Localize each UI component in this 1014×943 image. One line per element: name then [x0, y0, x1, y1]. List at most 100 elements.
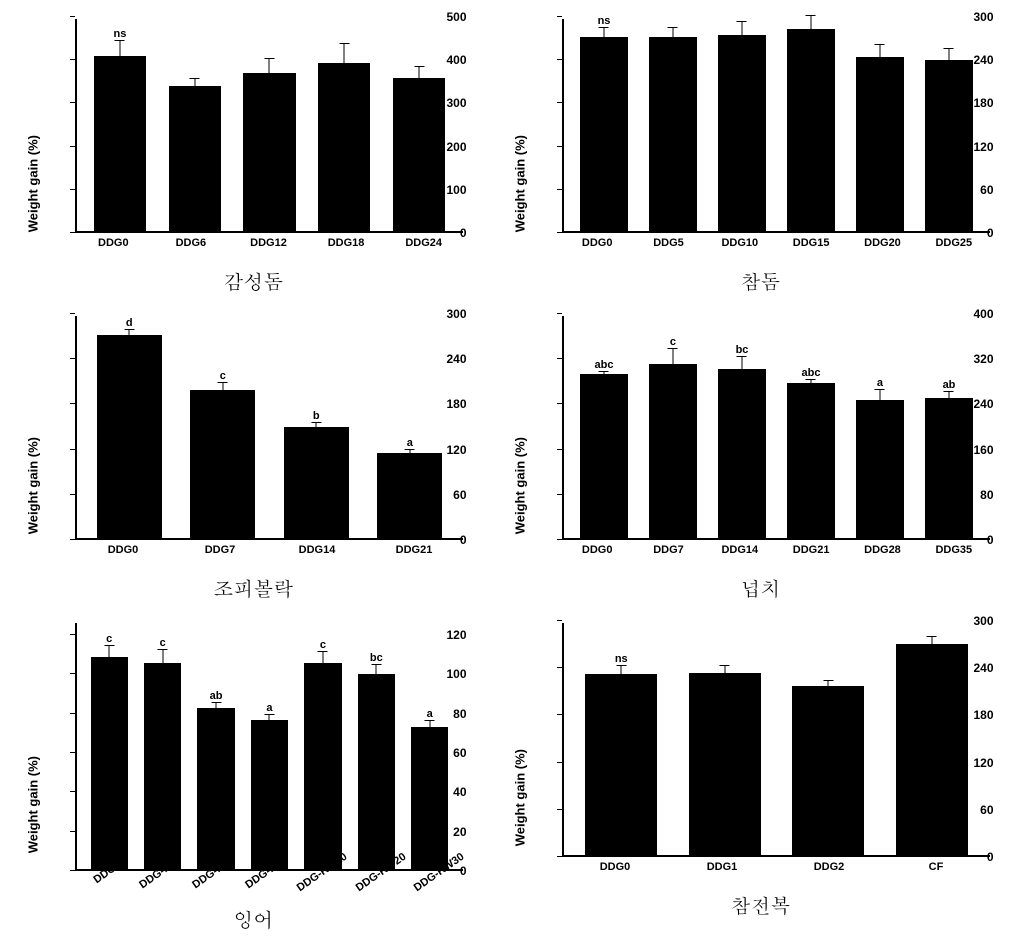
- error-bar: [603, 27, 604, 37]
- error-bar: [741, 356, 742, 368]
- bar: [243, 73, 295, 231]
- x-ticks: DDG0DDG7DDG14DDG21DDG28DDG35: [562, 540, 990, 566]
- x-tick-label: DDG28: [847, 540, 918, 566]
- significance-label: a: [266, 702, 272, 714]
- plot-area: abccbcabcaab: [562, 316, 990, 540]
- error-bar: [810, 15, 811, 29]
- significance-label: c: [670, 336, 676, 348]
- bar-group: [639, 19, 708, 231]
- chart-canvas: Weight gain (%)060120180240300dcbaDDG0DD…: [34, 307, 474, 567]
- error-bar: [316, 422, 317, 427]
- charts-grid: Weight gain (%)0100200300400500nsDDG0DDG…: [10, 10, 1004, 933]
- x-tick-label: DDG0: [562, 857, 669, 883]
- bar: [896, 644, 968, 855]
- x-tick-label: DDG0: [562, 233, 633, 259]
- bar-group: [846, 19, 915, 231]
- chart-red-seabream: Weight gain (%)060120180240300nsDDG0DDG5…: [517, 10, 1004, 295]
- bar: d: [97, 335, 162, 538]
- bar: ns: [580, 37, 628, 231]
- error-bar: [409, 449, 410, 453]
- y-axis-label: Weight gain (%): [25, 135, 40, 232]
- bar: ns: [94, 56, 146, 231]
- bar-group: ab: [189, 623, 242, 869]
- error-bar: [162, 649, 163, 663]
- bar: abc: [787, 383, 835, 538]
- bar-group: [382, 19, 457, 231]
- significance-label: abc: [802, 367, 821, 379]
- bars-container: dcba: [77, 316, 463, 538]
- x-ticks: DDG0DDG6DDG12DDG18DDG24: [75, 233, 463, 259]
- error-bar: [828, 680, 829, 686]
- chart-black-seabream: Weight gain (%)0100200300400500nsDDG0DDG…: [10, 10, 497, 295]
- bar-group: c: [83, 623, 136, 869]
- significance-label: c: [320, 639, 326, 651]
- y-axis-label: Weight gain (%): [512, 437, 527, 534]
- bar-group: ns: [83, 19, 158, 231]
- error-bar: [948, 391, 949, 398]
- significance-label: abc: [595, 359, 614, 371]
- bar-group: d: [83, 316, 177, 538]
- bar-group: c: [296, 623, 349, 869]
- x-tick-label: DDG2: [776, 857, 883, 883]
- error-bar: [603, 371, 604, 374]
- x-tick-label: DDG21: [366, 540, 463, 566]
- x-tick-label: DDG14: [704, 540, 775, 566]
- x-tick-label: CF: [883, 857, 990, 883]
- x-tick-label: DDG35: [918, 540, 989, 566]
- x-tick-label: DDG14: [269, 540, 366, 566]
- bar-group: c: [176, 316, 270, 538]
- x-tick-label: DDG7: [633, 540, 704, 566]
- bar-group: [157, 19, 232, 231]
- chart-canvas: Weight gain (%)020406080100120ccabacbcaD…: [34, 614, 474, 898]
- bars-container: ccabacbca: [77, 623, 463, 869]
- x-ticks: DDG0DDG7DDG14DDG21: [75, 540, 463, 566]
- bar: a: [411, 727, 448, 869]
- x-tick-label: DDG0: [562, 540, 633, 566]
- error-bar: [724, 665, 725, 673]
- plot-area: ns: [562, 19, 990, 233]
- x-tick-label: DDG21: [775, 540, 846, 566]
- x-tick-label: DDG5: [633, 233, 704, 259]
- bars-container: abccbcabcaab: [564, 316, 990, 538]
- bar: [925, 60, 973, 231]
- error-bar: [194, 78, 195, 87]
- bar: [792, 686, 864, 855]
- significance-label: c: [160, 637, 166, 649]
- significance-label: bc: [370, 652, 383, 664]
- bar: [718, 35, 766, 231]
- error-bar: [879, 44, 880, 57]
- bar-group: a: [846, 316, 915, 538]
- x-tick-label: DDG6: [152, 233, 230, 259]
- error-bar: [741, 21, 742, 35]
- y-tick-mark: [557, 313, 562, 314]
- significance-label: c: [106, 633, 112, 645]
- error-bar: [948, 48, 949, 60]
- plot-area: dcba: [75, 316, 463, 540]
- bar: a: [856, 400, 904, 538]
- x-tick-label: DDG0: [75, 233, 153, 259]
- bar-group: [880, 623, 984, 855]
- bar: [393, 78, 445, 231]
- bars-container: ns: [564, 19, 990, 231]
- bar-group: [777, 623, 881, 855]
- error-bar: [931, 636, 932, 644]
- chart-canvas: Weight gain (%)060120180240300nsDDG0DDG1…: [521, 614, 1001, 884]
- significance-label: d: [126, 317, 133, 329]
- significance-label: ab: [210, 690, 223, 702]
- x-tick-label: DDG20: [847, 233, 918, 259]
- bar-group: a: [363, 316, 457, 538]
- x-tick-label: DDG12: [230, 233, 308, 259]
- error-bar: [129, 329, 130, 335]
- y-axis-label: Weight gain (%): [25, 756, 40, 853]
- x-tick-label: DDG25: [918, 233, 989, 259]
- bar: bc: [358, 674, 395, 869]
- bar-group: [777, 19, 846, 231]
- x-tick-label: DDG-RW30: [409, 847, 480, 913]
- x-tick-label: DDG10: [704, 233, 775, 259]
- chart-canvas: Weight gain (%)080160240320400abccbcabca…: [521, 307, 1001, 567]
- bar: c: [649, 364, 697, 538]
- x-tick-label: DDG24: [385, 233, 463, 259]
- bar: c: [144, 663, 181, 870]
- y-axis-label: Weight gain (%): [25, 437, 40, 534]
- error-bar: [222, 382, 223, 390]
